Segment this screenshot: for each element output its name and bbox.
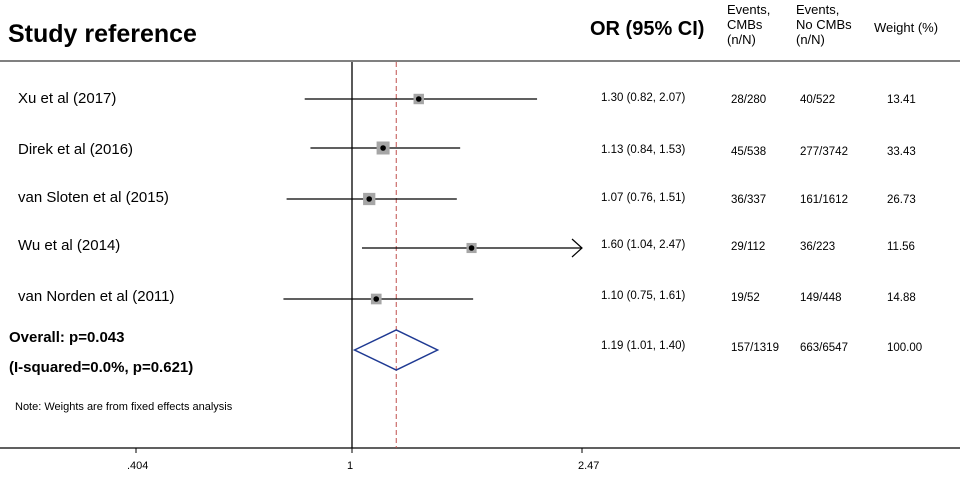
study-weight: 11.56 xyxy=(887,241,915,253)
study-events-no-cmbs: 36/223 xyxy=(800,241,836,253)
study-events-no-cmbs: 40/522 xyxy=(800,94,836,106)
overall-events-cmbs: 157/1319 xyxy=(731,342,779,354)
study-or-ci: 1.10 (0.75, 1.61) xyxy=(601,290,686,302)
events-no-cmbs-line3: (n/N) xyxy=(796,32,825,47)
weight-heading: Weight (%) xyxy=(874,20,939,35)
study-events-cmbs: 28/280 xyxy=(731,94,767,106)
events-cmbs-heading: Events, CMBs (n/N) xyxy=(727,2,770,47)
study-or-ci: 1.07 (0.76, 1.51) xyxy=(601,192,686,204)
events-no-cmbs-line1: Events, xyxy=(796,2,840,17)
overall-events-no-cmbs: 663/6547 xyxy=(800,342,848,354)
point-estimate xyxy=(468,245,475,251)
events-no-cmbs-heading: Events, No CMBs (n/N) xyxy=(796,2,852,47)
study-events-cmbs: 29/112 xyxy=(731,241,766,253)
x-tick-label: .404 xyxy=(127,460,149,472)
study-weight: 26.73 xyxy=(887,194,916,206)
point-estimate xyxy=(415,96,422,102)
or-ci-heading: OR (95% CI) xyxy=(590,18,705,40)
study-label: van Norden et al (2011) xyxy=(18,288,175,305)
point-estimate xyxy=(373,296,380,302)
events-cmbs-line2: CMBs xyxy=(727,17,763,32)
study-weight: 13.41 xyxy=(887,94,916,106)
study-events-no-cmbs: 277/3742 xyxy=(800,146,848,158)
study-label: Wu et al (2014) xyxy=(18,237,121,254)
study-reference-heading: Study reference xyxy=(8,20,197,48)
study-events-no-cmbs: 161/1612 xyxy=(800,194,848,206)
ci-arrow xyxy=(571,238,583,258)
overall-label: Overall: p=0.043 xyxy=(9,329,125,346)
overall-or-ci: 1.19 (1.01, 1.40) xyxy=(601,340,686,352)
point-estimate xyxy=(380,145,386,151)
heterogeneity-label: (I-squared=0.0%, p=0.621) xyxy=(9,359,194,376)
events-cmbs-line1: Events, xyxy=(727,2,771,17)
overall-diamond xyxy=(352,329,440,371)
events-cmbs-line3: (n/N) xyxy=(727,32,756,47)
overall-weight: 100.00 xyxy=(887,342,923,354)
study-label: Xu et al (2017) xyxy=(18,90,117,107)
study-label: van Sloten et al (2015) xyxy=(18,189,169,206)
study-events-cmbs: 45/538 xyxy=(731,146,767,158)
study-weight: 14.88 xyxy=(887,292,916,304)
point-estimate xyxy=(366,196,373,202)
study-or-ci: 1.60 (1.04, 2.47) xyxy=(601,239,686,251)
study-weight: 33.43 xyxy=(887,146,916,158)
study-events-cmbs: 19/52 xyxy=(731,292,760,304)
analysis-note: Note: Weights are from fixed effects ana… xyxy=(15,401,233,413)
study-label: Direk et al (2016) xyxy=(18,141,134,158)
study-events-cmbs: 36/337 xyxy=(731,194,767,206)
study-or-ci: 1.13 (0.84, 1.53) xyxy=(601,144,686,156)
study-events-no-cmbs: 149/448 xyxy=(800,292,842,304)
study-or-ci: 1.30 (0.82, 2.07) xyxy=(601,92,686,104)
events-no-cmbs-line2: No CMBs xyxy=(796,17,852,32)
x-tick-label: 2.47 xyxy=(578,460,600,472)
x-tick-label: 1 xyxy=(347,460,354,472)
